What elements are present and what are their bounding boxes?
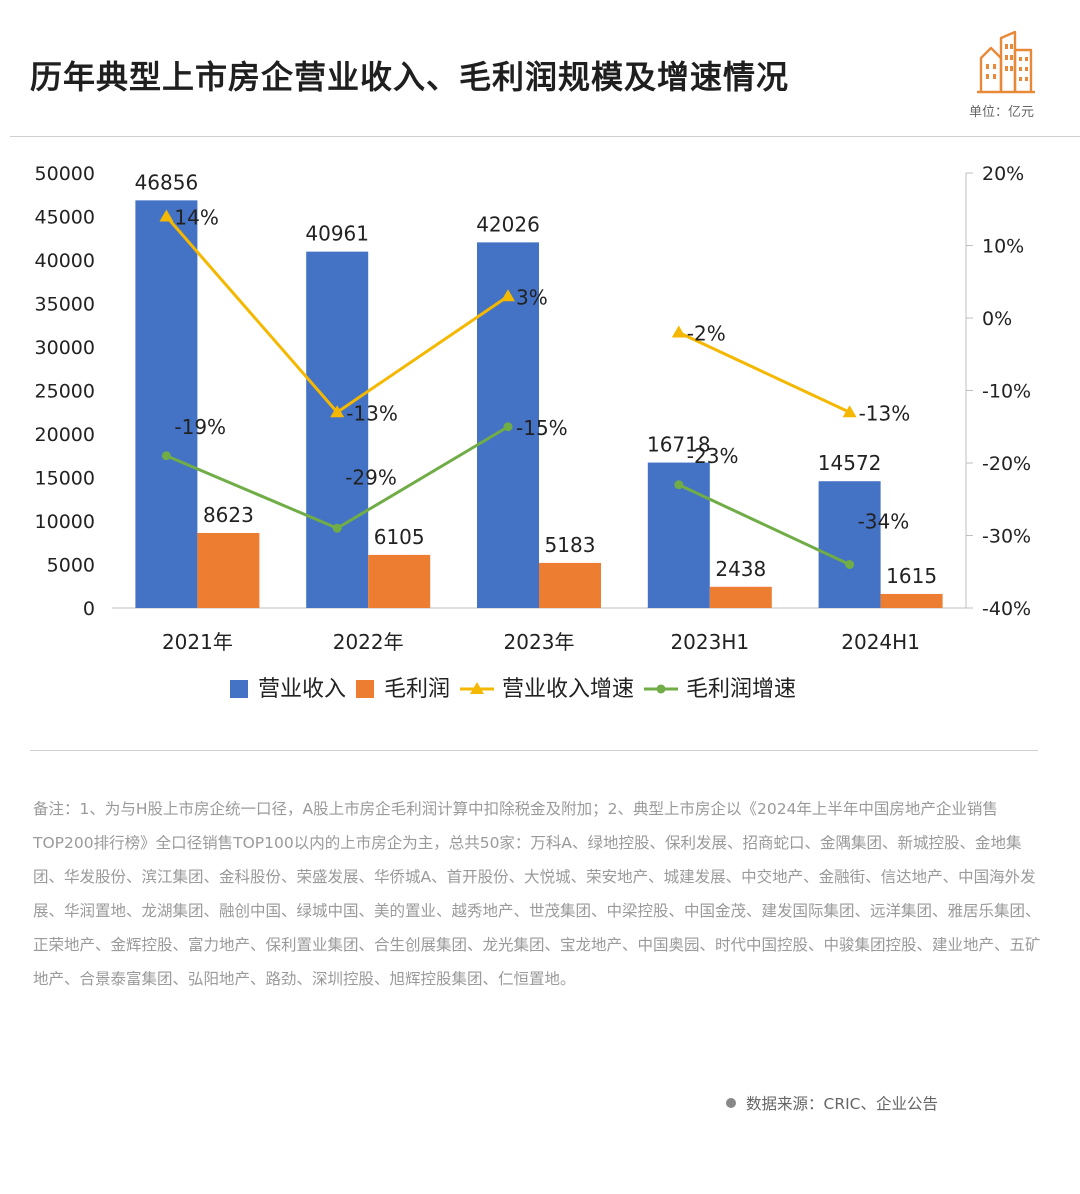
bar-revenue [306, 251, 369, 609]
line-value-label: -13% [859, 401, 911, 425]
line-value-label: 3% [516, 285, 548, 309]
line-point-triangle [159, 209, 174, 222]
legend-marker-circle [656, 684, 666, 694]
y-right-tick-label: -30% [982, 526, 1031, 548]
x-tick-label: 2022年 [333, 630, 404, 654]
y-left-tick-label: 25000 [35, 381, 95, 403]
bar-value-label: 1615 [886, 564, 937, 588]
section-divider [30, 750, 1038, 751]
y-right-tick-label: 20% [982, 163, 1024, 185]
line-point-circle [674, 480, 684, 490]
y-left-tick-label: 15000 [35, 468, 95, 490]
bar-gross-profit [880, 593, 943, 608]
line-revenue-growth [678, 331, 851, 414]
bar-revenue [135, 200, 198, 609]
y-right-tick-label: -20% [982, 453, 1031, 475]
line-value-label: -29% [345, 465, 397, 489]
legend-swatch-bar [356, 680, 374, 698]
y-left-tick-label: 5000 [47, 555, 95, 577]
line-value-label: 14% [174, 206, 218, 230]
legend-swatch-bar [230, 680, 248, 698]
line-value-label: -13% [346, 401, 398, 425]
y-right-tick-label: -10% [982, 381, 1031, 403]
unit-label: 单位：亿元 [968, 105, 1034, 120]
line-point-triangle [330, 405, 345, 418]
bar-gross-profit [539, 562, 601, 608]
footnote: 备注：1、为与H股上市房企统一口径，A股上市房企毛利润计算中扣除税金及附加；2、… [33, 800, 1041, 988]
bar-value-label: 8623 [203, 503, 254, 527]
chart-legend: 营业收入 毛利润 营业收入增速 毛利润增速 [230, 677, 796, 702]
x-tick-label: 2023年 [504, 630, 575, 654]
bullet-icon [726, 1098, 736, 1108]
legend-label: 毛利润增速 [686, 677, 796, 702]
line-value-label: -15% [516, 416, 568, 440]
y-left-tick-label: 50000 [35, 163, 95, 185]
y-left-tick-label: 35000 [35, 294, 95, 316]
y-left-tick-label: 45000 [35, 207, 95, 229]
bar-value-label: 42026 [476, 212, 540, 236]
bar-revenue [818, 481, 881, 608]
data-source: 数据来源：CRIC、企业公告 [726, 1092, 938, 1114]
line-point-circle [161, 451, 171, 461]
x-tick-label: 2024H1 [841, 630, 920, 654]
bar-value-label: 6105 [374, 525, 425, 549]
legend-label: 毛利润 [384, 677, 450, 702]
page-title: 历年典型上市房企营业收入、毛利润规模及增速情况 [30, 58, 790, 96]
y-left-tick-label: 20000 [35, 424, 95, 446]
y-left-tick-label: 0 [83, 598, 95, 620]
bar-value-label: 46856 [135, 170, 199, 194]
bar-value-label: 16718 [647, 433, 711, 457]
chart-data-labels: 46856 40961 42026 16718 14572 8623 6105 5183 243… [135, 170, 937, 588]
y-left-tick-label: 30000 [35, 337, 95, 359]
bar-gross-profit [709, 586, 772, 608]
line-value-label: -19% [174, 415, 226, 439]
line-profit-growth [678, 483, 851, 566]
bar-value-label: 40961 [305, 222, 369, 246]
data-source-text: 数据来源：CRIC、企业公告 [746, 1095, 938, 1113]
bar-value-label: 2438 [715, 557, 766, 581]
line-point-triangle [501, 289, 515, 302]
bar-value-label: 14572 [818, 451, 882, 475]
y-left-tick-label: 40000 [35, 250, 95, 272]
line-point-circle [503, 422, 513, 432]
chart-bars [135, 200, 943, 609]
y-left-tick-label: 10000 [35, 511, 95, 533]
legend-label: 营业收入 [258, 677, 346, 702]
combo-chart: 0 5000 10000 15000 20000 25000 30000 35000 40000… [35, 163, 1032, 702]
legend-label: 营业收入增速 [502, 677, 634, 702]
line-value-label: -2% [687, 322, 726, 346]
line-point-triangle [671, 325, 686, 338]
line-value-label: -23% [687, 444, 739, 468]
x-tick-label: 2023H1 [670, 630, 749, 654]
line-point-triangle [842, 405, 857, 418]
chart-axes: 0 5000 10000 15000 20000 25000 30000 35000 40000… [35, 163, 1032, 654]
chart-lines [159, 209, 857, 569]
bar-gross-profit [368, 554, 431, 608]
y-right-tick-label: 0% [982, 308, 1012, 330]
legend-marker-triangle [470, 682, 484, 694]
header-divider [10, 136, 1080, 137]
x-tick-label: 2021年 [162, 630, 233, 654]
bar-gross-profit [197, 532, 260, 608]
y-right-tick-label: 10% [982, 236, 1024, 258]
buildings-icon [977, 30, 1035, 94]
line-value-label: -34% [858, 510, 910, 534]
y-right-tick-label: -40% [982, 598, 1031, 620]
bar-value-label: 5183 [545, 533, 596, 557]
line-point-circle [845, 560, 855, 569]
line-point-circle [332, 523, 342, 533]
